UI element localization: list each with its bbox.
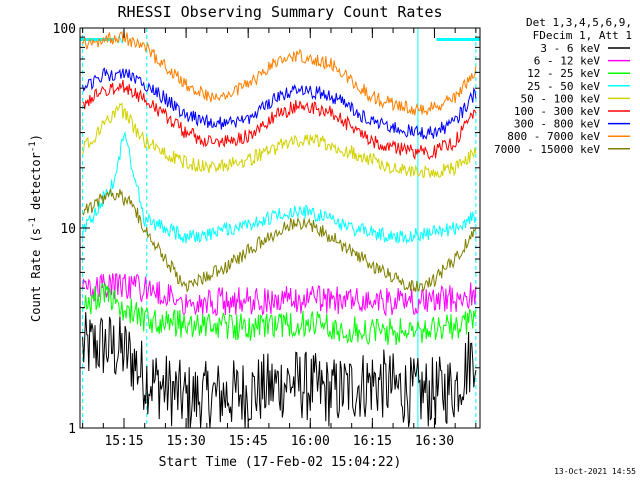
legend-header-line-1: Det 1,3,4,5,6,9, bbox=[526, 16, 632, 29]
legend-label: 100 - 300 keV bbox=[514, 105, 600, 118]
flag-bar-1 bbox=[436, 38, 480, 41]
x-tick-label: 15:30 bbox=[167, 434, 206, 449]
series-line-1 bbox=[82, 273, 477, 317]
series-line-3 bbox=[82, 130, 477, 245]
legend-label: 6 - 12 keV bbox=[534, 55, 601, 68]
x-tick-label: 16:00 bbox=[291, 434, 330, 449]
x-tick-label: 16:30 bbox=[415, 434, 454, 449]
legend-header-line-2: FDecim 1, Att 1 bbox=[533, 29, 632, 42]
series-line-6 bbox=[82, 67, 477, 140]
series-group bbox=[82, 30, 477, 429]
legend-label: 3 - 6 keV bbox=[540, 42, 600, 55]
axes: 1 10 100 15:15 15:30 15:45 16:00 16:15 16:30 bbox=[53, 22, 480, 449]
y-tick-label: 10 bbox=[60, 222, 76, 237]
series-line-8 bbox=[82, 188, 477, 293]
saa-flag-label: N bbox=[118, 35, 124, 46]
series-line-5 bbox=[82, 79, 477, 161]
chart-title: RHESSI Observing Summary Count Rates bbox=[117, 3, 442, 21]
x-tick-label: 16:15 bbox=[353, 434, 392, 449]
x-tick-label: 15:45 bbox=[229, 434, 268, 449]
x-axis-label: Start Time (17-Feb-02 15:04:22) bbox=[159, 455, 402, 470]
legend-label: 50 - 100 keV bbox=[521, 92, 601, 105]
legend-label: 800 - 7000 keV bbox=[507, 130, 600, 143]
series-line-4 bbox=[82, 102, 477, 179]
timestamp: 13-Oct-2021 14:55 bbox=[554, 467, 636, 476]
legend-label: 12 - 25 keV bbox=[527, 67, 600, 80]
legend-label: 300 - 800 keV bbox=[514, 118, 600, 131]
flag-bar-0 bbox=[80, 38, 114, 41]
legend: Det 1,3,4,5,6,9, FDecim 1, Att 1 3 - 6 k… bbox=[494, 16, 632, 156]
y-tick-label: 100 bbox=[53, 22, 76, 37]
series-line-0 bbox=[82, 312, 477, 429]
series-line-7 bbox=[82, 30, 477, 116]
x-tick-label: 15:15 bbox=[104, 434, 143, 449]
series-line-2 bbox=[82, 282, 477, 346]
y-axis-label: Count Rate (s-1 detector-1) bbox=[28, 134, 43, 322]
plot-frame bbox=[79, 27, 481, 429]
legend-label: 7000 - 15000 keV bbox=[494, 143, 600, 156]
legend-label: 25 - 50 keV bbox=[527, 80, 600, 93]
flag-markers: N bbox=[80, 28, 480, 428]
y-tick-label: 1 bbox=[68, 422, 76, 437]
